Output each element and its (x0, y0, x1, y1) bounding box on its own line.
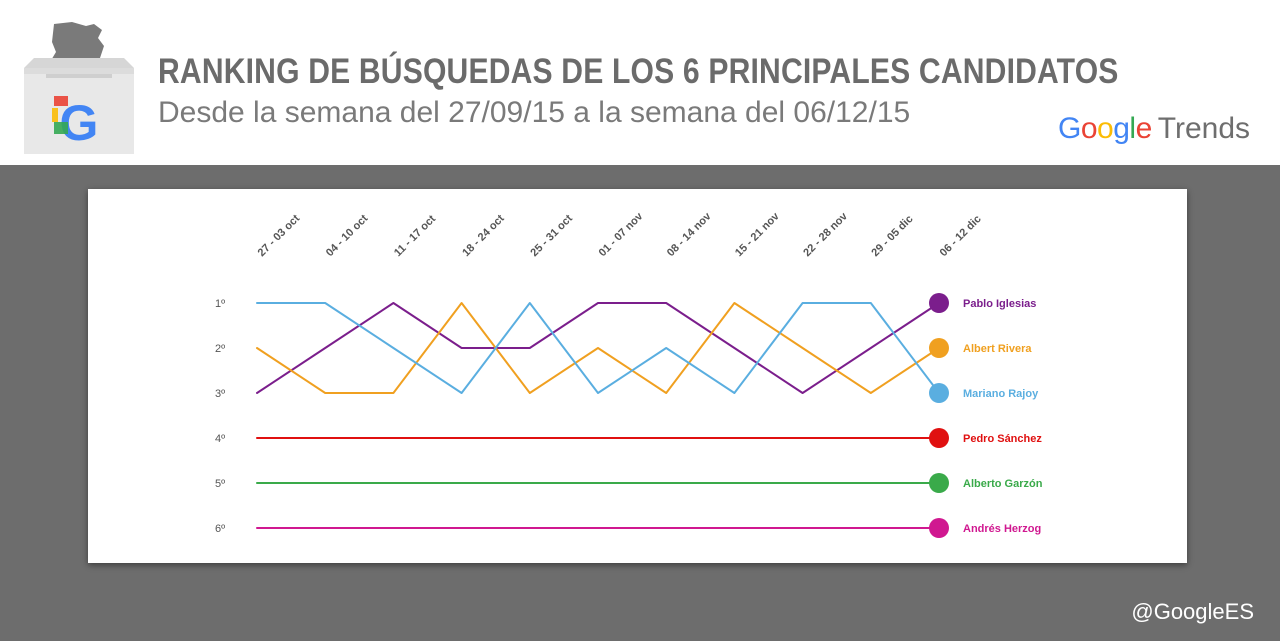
y-tick-label: 4º (215, 433, 225, 445)
y-tick-label: 2º (215, 343, 225, 355)
google-wordmark-letter: o (1097, 112, 1114, 145)
header: G RANKING DE BÚSQUEDAS DE LOS 6 PRINCIPA… (0, 0, 1280, 165)
google-wordmark-letter: l (1129, 112, 1136, 145)
google-wordmark-letter: o (1080, 112, 1098, 145)
google-wordmark-letter: G (1058, 112, 1081, 145)
series-label: Albert Rivera (963, 343, 1032, 355)
series-label: Pedro Sánchez (963, 433, 1042, 445)
y-tick-label: 6º (215, 523, 225, 535)
ranking-chart: 27 - 03 oct 04 - 10 oct 11 - 17 oct 18 - 24… (215, 210, 1043, 538)
y-tick-label: 1º (215, 298, 225, 310)
x-tick-label: 06 - 12 dic (938, 213, 984, 259)
series-label: Alberto Garzón (963, 478, 1043, 490)
x-tick-label: 25 - 31 oct (528, 212, 575, 259)
google-trends-logo: Google Trends (1058, 112, 1250, 146)
series-end-marker (929, 338, 949, 358)
series-end-marker (929, 473, 949, 493)
google-wordmark-letter: e (1135, 112, 1153, 145)
x-tick-label: 01 - 07 nov (597, 210, 646, 259)
y-tick-label: 3º (215, 388, 225, 400)
ballot-box-icon: G (24, 22, 134, 154)
trends-wordmark: Trends (1157, 112, 1251, 145)
series-line (256, 302, 940, 394)
x-tick-label: 29 - 05 dic (869, 213, 915, 259)
google-wordmark: Google (1058, 112, 1152, 145)
x-tick-label: 22 - 28 nov (801, 210, 850, 259)
series-end-marker (929, 428, 949, 448)
series-label: Andrés Herzog (963, 523, 1041, 535)
x-tick-label: 11 - 17 oct (392, 213, 438, 259)
y-tick-label: 5º (215, 478, 225, 490)
series-end-marker (929, 518, 949, 538)
series-line (256, 302, 940, 394)
x-tick-label: 15 - 21 nov (733, 210, 782, 259)
x-tick-label: 08 - 14 nov (665, 210, 714, 259)
chart-card: 27 - 03 oct 04 - 10 oct 11 - 17 oct 18 - 24… (88, 189, 1187, 563)
page-subtitle: Desde la semana del 27/09/15 a la semana… (158, 96, 911, 129)
series-label: Mariano Rajoy (963, 388, 1039, 400)
x-tick-label: 18 - 24 oct (460, 212, 507, 259)
google-wordmark-letter: g (1113, 112, 1130, 145)
series-end-marker (929, 293, 949, 313)
x-tick-label: 27 - 03 oct (256, 212, 303, 259)
series-label: Pablo Iglesias (963, 298, 1036, 310)
x-tick-label: 04 - 10 oct (324, 212, 371, 259)
series-line (256, 302, 940, 394)
twitter-handle: @GoogleES (1131, 599, 1254, 624)
page-title: RANKING DE BÚSQUEDAS DE LOS 6 PRINCIPALE… (158, 52, 1119, 91)
series-end-marker (929, 383, 949, 403)
